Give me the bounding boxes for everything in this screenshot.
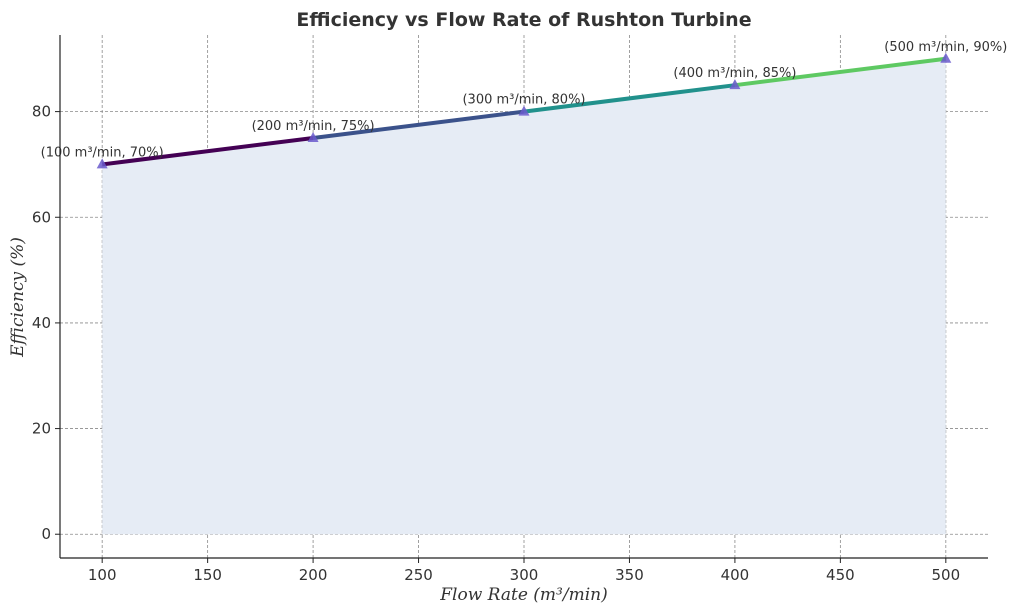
x-tick-labels: 100 150 200 250 300 350 400 450 500 — [88, 558, 960, 584]
data-point-marker — [940, 52, 952, 63]
data-point-marker — [518, 105, 530, 116]
line-segments — [101, 56, 947, 167]
data-markers — [96, 52, 952, 169]
area-fill — [102, 58, 946, 535]
y-tick-label: 80 — [32, 103, 51, 121]
line-segment — [312, 109, 525, 140]
data-point-marker — [96, 158, 108, 169]
data-point-marker — [729, 79, 741, 90]
x-tick-label: 150 — [193, 566, 222, 584]
x-tick-label: 400 — [721, 566, 750, 584]
x-tick-label: 500 — [931, 566, 960, 584]
data-label: (200 m³/min, 75%) — [252, 119, 375, 134]
data-point-marker — [307, 132, 319, 143]
line-segment — [734, 56, 947, 88]
data-label: (400 m³/min, 85%) — [673, 66, 796, 81]
y-tick-label: 20 — [32, 420, 51, 438]
x-tick-label: 300 — [510, 566, 539, 584]
data-label: (300 m³/min, 80%) — [462, 93, 585, 108]
y-axis-label: Efficiency (%) — [8, 237, 28, 358]
y-tick-label: 60 — [32, 208, 51, 226]
x-axis-label: Flow Rate (m³/min) — [439, 585, 607, 605]
y-tick-label: 40 — [32, 314, 51, 332]
x-tick-label: 350 — [615, 566, 644, 584]
data-label: (500 m³/min, 90%) — [884, 40, 1007, 55]
point-labels: (100 m³/min, 70%) (200 m³/min, 75%) (300 m… — [41, 40, 1008, 161]
line-segment — [523, 83, 736, 114]
y-tick-label: 0 — [41, 525, 51, 543]
y-tick-labels: 0 20 40 60 80 — [32, 103, 60, 543]
x-tick-label: 100 — [88, 566, 117, 584]
chart-title: Efficiency vs Flow Rate of Rushton Turbi… — [296, 9, 751, 31]
data-label: (100 m³/min, 70%) — [41, 145, 164, 160]
x-tick-label: 200 — [299, 566, 328, 584]
line-segment — [101, 136, 314, 167]
x-tick-label: 450 — [826, 566, 855, 584]
x-tick-label: 250 — [404, 566, 433, 584]
